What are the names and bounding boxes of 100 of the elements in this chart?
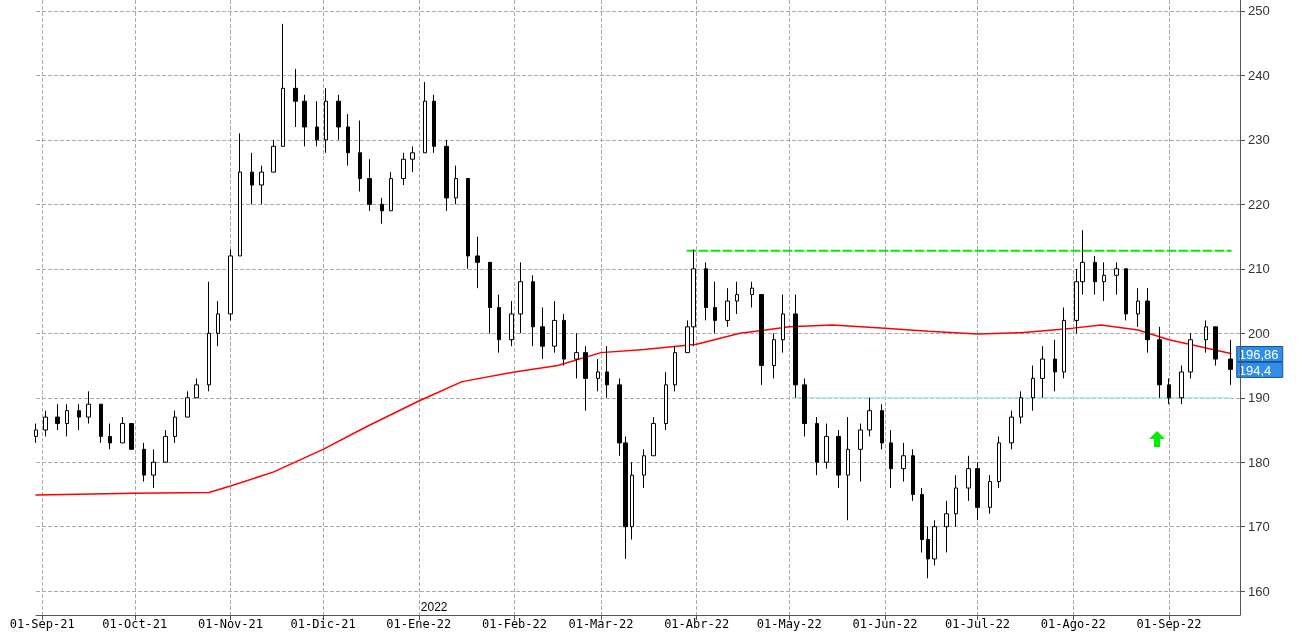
candlestick — [444, 139, 449, 212]
candlestick — [926, 526, 930, 579]
candlestick — [759, 294, 764, 386]
candlestick — [1053, 339, 1057, 392]
candlestick — [846, 416, 850, 521]
x-tick-label: 01-Feb-22 — [482, 617, 548, 631]
x-tick-label: 01-Mar-22 — [568, 617, 634, 631]
candlestick — [824, 423, 829, 470]
candlestick — [1040, 345, 1045, 399]
candlestick — [367, 158, 372, 212]
candlestick — [454, 165, 458, 205]
candlestick — [596, 358, 600, 392]
candlestick — [324, 87, 328, 154]
candlestick — [988, 474, 992, 515]
line-series — [35, 324, 1232, 496]
candlestick — [954, 474, 958, 528]
candlestick — [173, 410, 177, 444]
candlestick — [781, 294, 785, 354]
x-tick-label: 01-Abr-22 — [664, 617, 730, 631]
candlestick — [389, 171, 393, 212]
candlestick — [120, 416, 125, 444]
candlestick — [497, 294, 501, 354]
x-tick-label: 01-Ago-22 — [1040, 617, 1106, 631]
candlestick — [108, 423, 112, 450]
candlestick — [401, 152, 406, 186]
candlestick — [488, 261, 492, 334]
candlestick — [1136, 287, 1140, 328]
y-tick-label: 220 — [1248, 196, 1270, 212]
candlestick — [77, 403, 81, 431]
candlestick — [1145, 287, 1150, 354]
candlestick — [642, 448, 646, 489]
candlestick — [605, 345, 609, 399]
candlestick — [858, 423, 863, 483]
candlestick — [336, 94, 341, 141]
candlestick — [1213, 326, 1218, 367]
candlestick — [432, 94, 436, 154]
x-tick-label: 01-Dic-21 — [290, 617, 356, 631]
candlestick — [151, 448, 156, 489]
candlestick — [630, 461, 634, 541]
candlestick — [975, 461, 980, 521]
candlestick — [163, 429, 168, 463]
candlestick — [1179, 365, 1184, 405]
candlestick — [99, 403, 103, 444]
candlestick — [271, 139, 276, 173]
candlestick — [1019, 390, 1023, 425]
x-tick-label: 01-Nov-21 — [197, 617, 264, 631]
candlestick — [901, 442, 906, 483]
candlestick — [1031, 365, 1035, 412]
candlestick — [651, 416, 656, 457]
candlestick — [1204, 319, 1208, 354]
candlestick — [867, 397, 872, 437]
candlestick — [966, 455, 971, 502]
candlestick — [540, 307, 545, 360]
candlestick — [880, 403, 884, 450]
candlestick — [664, 371, 668, 431]
candlestick — [216, 300, 220, 347]
candlestick — [228, 248, 233, 321]
x-tick-label: 01-Sep-21 — [9, 617, 75, 631]
candlestick — [735, 281, 739, 315]
candlestick — [713, 281, 717, 334]
candlestick — [509, 300, 514, 347]
x-tick-label: 01-May-22 — [756, 617, 822, 631]
candlestick — [410, 145, 415, 173]
candlestick — [34, 423, 38, 444]
y-tick-label: 240 — [1248, 67, 1270, 83]
y-tick-label: 210 — [1248, 261, 1270, 277]
x-tick-label: 01-Sep-22 — [1136, 617, 1202, 631]
candlestick — [129, 423, 134, 450]
y-tick-label: 230 — [1248, 132, 1270, 148]
candlestick — [802, 377, 807, 437]
candlestick — [562, 313, 566, 367]
candlestick — [142, 442, 146, 483]
candlestick — [293, 68, 298, 128]
y-tick-label: 200 — [1248, 325, 1270, 341]
x-tick-label: 01-Jun-22 — [852, 617, 918, 631]
candlestick — [1093, 255, 1097, 296]
candlestick — [302, 94, 307, 147]
candlestick — [250, 152, 254, 205]
candlestick — [750, 281, 754, 308]
candlestick — [466, 178, 470, 270]
candlestick — [574, 332, 579, 379]
candlestick — [1188, 332, 1193, 379]
candlestick — [552, 300, 557, 354]
candlestick — [259, 165, 264, 205]
x-tick-label: 01-Ene-22 — [386, 617, 452, 631]
candlestick — [518, 261, 523, 334]
candlestick — [185, 390, 190, 418]
candlestick — [65, 403, 69, 437]
candlestick — [793, 294, 798, 399]
candlestick — [1062, 307, 1066, 379]
candlestick — [207, 281, 211, 392]
candlestick — [1102, 261, 1106, 302]
y-tick-label: 190 — [1248, 390, 1270, 406]
candlestick — [944, 500, 949, 553]
candlestick — [315, 100, 319, 147]
candlestick — [673, 345, 677, 392]
candlestick — [55, 403, 60, 431]
candlestick — [281, 23, 285, 147]
y-tick-label: 180 — [1248, 454, 1270, 470]
y-tick-label: 160 — [1248, 583, 1270, 599]
